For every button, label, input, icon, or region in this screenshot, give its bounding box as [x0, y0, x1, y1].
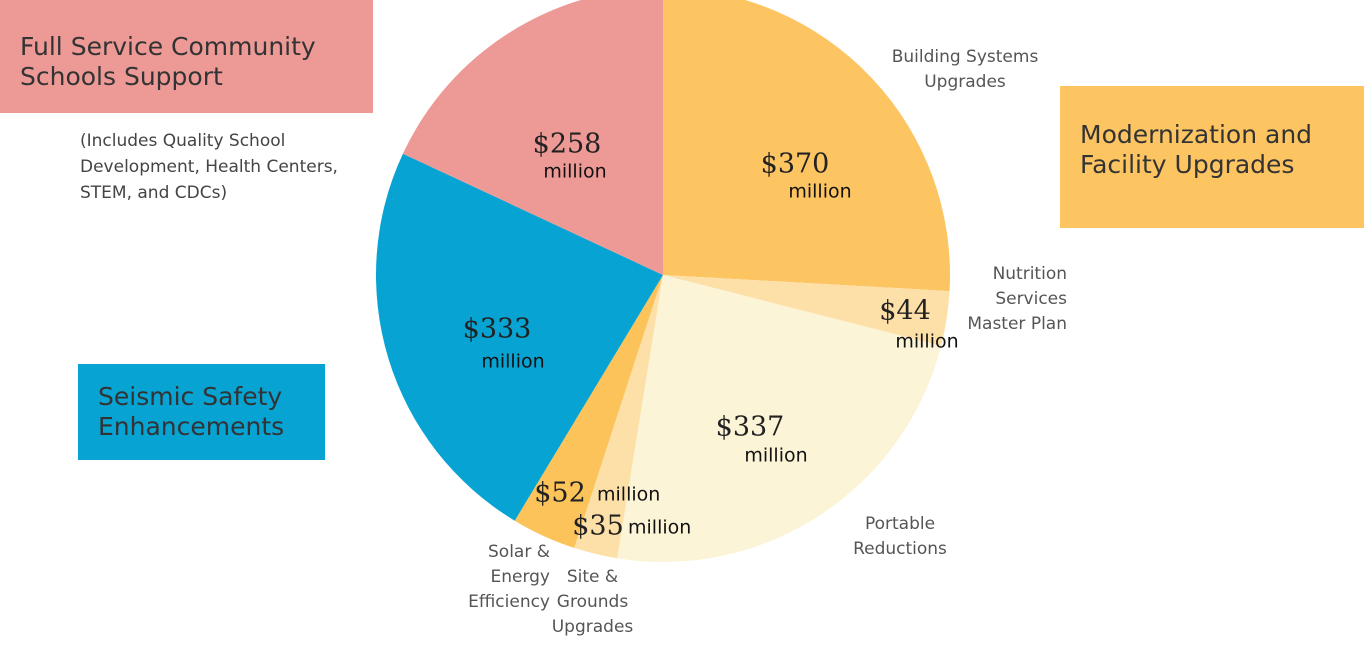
value-label: $333	[463, 314, 532, 345]
value-unit: million	[628, 517, 691, 539]
pie-slice	[574, 275, 663, 559]
category-label: Nutrition Services Master Plan	[967, 264, 1067, 334]
value-label: $337	[716, 412, 785, 443]
value-label: $44	[879, 296, 931, 327]
value-unit: million	[895, 331, 958, 353]
value-label: $258	[533, 129, 602, 160]
group-label: Modernization and Facility Upgrades	[1060, 86, 1364, 228]
category-label: Portable Reductions	[853, 514, 947, 559]
pie-slice	[663, 0, 950, 292]
pie-slice	[617, 275, 942, 562]
category-label: Solar & Energy Efficiency	[468, 542, 550, 612]
group-label: Full Service Community Schools Support	[0, 0, 373, 113]
group-note: (Includes Quality School Development, He…	[80, 131, 338, 203]
value-unit: million	[788, 181, 851, 203]
value-unit: million	[543, 161, 606, 183]
value-label: $370	[761, 149, 830, 180]
pie-slice	[402, 0, 663, 275]
value-label: $35	[572, 511, 624, 542]
category-label: Site & Grounds Upgrades	[551, 567, 634, 637]
value-unit: million	[597, 484, 660, 506]
pie-slice	[663, 275, 950, 346]
category-label: Building Systems Upgrades	[891, 47, 1039, 92]
pie-slice	[514, 275, 663, 548]
value-unit: million	[744, 445, 807, 467]
pie-slice	[376, 153, 663, 521]
value-unit: million	[481, 351, 544, 373]
group-label: Seismic Safety Enhancements	[78, 364, 325, 460]
value-label: $52	[534, 478, 586, 509]
